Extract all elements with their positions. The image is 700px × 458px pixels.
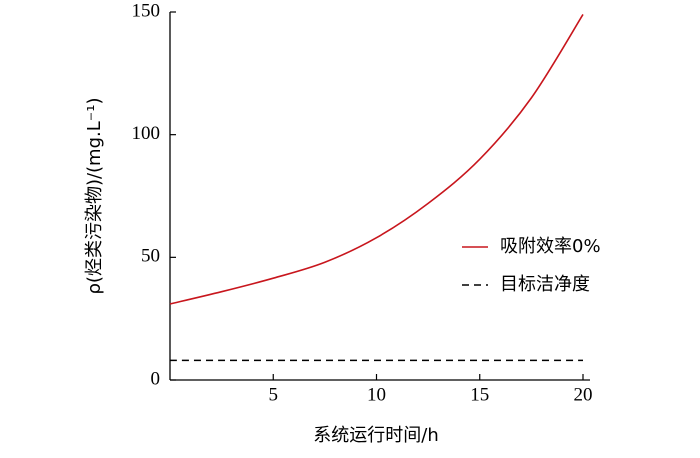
- x-tick-label: 15: [470, 384, 489, 405]
- y-axis-label: ρ(烃类污染物)/(mg.L⁻¹): [84, 97, 105, 294]
- x-axis-label: 系统运行时间/h: [313, 425, 438, 446]
- y-tick-label: 100: [132, 123, 161, 144]
- x-tick-label: 20: [574, 384, 593, 405]
- x-tick-label: 10: [367, 384, 386, 405]
- x-tick-label: 5: [269, 384, 279, 405]
- y-tick-label: 50: [141, 246, 160, 267]
- data-line: [169, 14, 584, 305]
- legend-label: 目标洁净度: [500, 274, 590, 295]
- y-tick-label: 150: [132, 0, 161, 21]
- y-tick-label: 0: [151, 368, 161, 389]
- legend-label: 吸附效率0%: [500, 236, 601, 257]
